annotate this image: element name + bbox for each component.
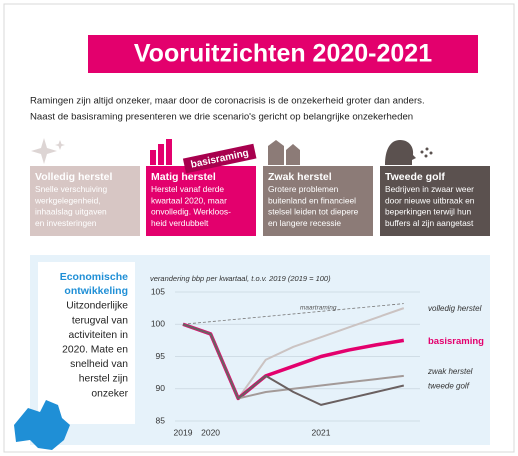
series-line [182,323,405,406]
y-tick-label: 105 [151,286,165,296]
scenario-text: en langere recessie [268,218,341,228]
scenario-text: Bedrijven in zwaar weer [385,184,474,194]
sidebar-text: terugval van [72,315,128,326]
scenario-text: onvolledig. Werkloos- [151,207,231,217]
scenario-text: stelsel leiden tot diepere [268,207,359,217]
series-label: basisraming [428,336,484,347]
sidebar-text: 2020. Mate en [62,345,128,356]
x-tick-label: 2021 [312,427,331,437]
sidebar-title: ontwikkeling [64,285,128,297]
scenario-title: Tweede golf [385,171,445,183]
scenario-text: en investeringen [35,218,97,228]
scenario-text: werkgelegenheid, [34,195,101,205]
icon-buildings [268,140,300,165]
sidebar-text: onzeker [91,388,128,399]
sidebar-title: Economische [60,271,128,283]
series-label: tweede golf [428,382,470,391]
scenario-text: buitenland en financieel [268,195,356,205]
icon-sparkle [31,138,65,164]
sidebar-text: activiteiten in [68,330,128,341]
series-line [182,303,404,325]
series-label: maartraming [300,305,337,312]
scenario-card [30,166,140,236]
icon-sneeze [385,140,433,165]
sidebar-box [38,262,135,424]
scenario-text: Herstel vanaf derde [151,184,224,194]
sidebar-text: Uitzonderlijke [66,301,128,312]
intro-line: Naast de basisraming presenteren we drie… [30,112,413,123]
scenario-card [146,166,256,236]
scenario-text: door nieuwe uitbraak en [385,195,475,205]
intro-line: Ramingen zijn altijd onzeker, maar door … [30,96,425,107]
scenario-text: Snelle verschuiving [35,184,107,194]
scenario-text: Grotere problemen [268,184,339,194]
y-tick-label: 95 [156,351,166,361]
title-bar [88,35,478,73]
scenario-text: heid verdubbelt [151,218,209,228]
map-icon [14,400,70,450]
scenario-text: kwartaal 2020, maar [151,195,227,205]
series-label: zwak herstel [427,367,473,376]
chart-subtitle: verandering bbp per kwartaal, t.o.v. 201… [150,274,331,283]
scenario-text: beperkingen terwijl hun [385,207,471,217]
series-label: volledig herstel [428,304,482,313]
x-tick-label: 2019 [174,427,193,437]
scenario-text: inhaalslag uitgaven [35,207,107,217]
tag-box [182,143,257,174]
x-tick-label: 2020 [201,427,220,437]
scenario-card [380,166,490,236]
y-tick-label: 90 [156,383,166,393]
icon-bars [150,139,172,165]
sidebar-text: herstel zijn [79,374,128,385]
scenario-title: Zwak herstel [268,171,332,183]
scenario-title: Matig herstel [151,171,216,183]
y-tick-label: 100 [151,319,165,329]
scenario-text: buffers al zijn aangetast [385,218,474,228]
sidebar-text: snelheid van [70,359,128,370]
title: Vooruitzichten 2020-2021 [134,40,432,68]
y-tick-label: 85 [156,415,166,425]
scenario-card [263,166,373,236]
scenario-title: Volledig herstel [35,171,112,183]
